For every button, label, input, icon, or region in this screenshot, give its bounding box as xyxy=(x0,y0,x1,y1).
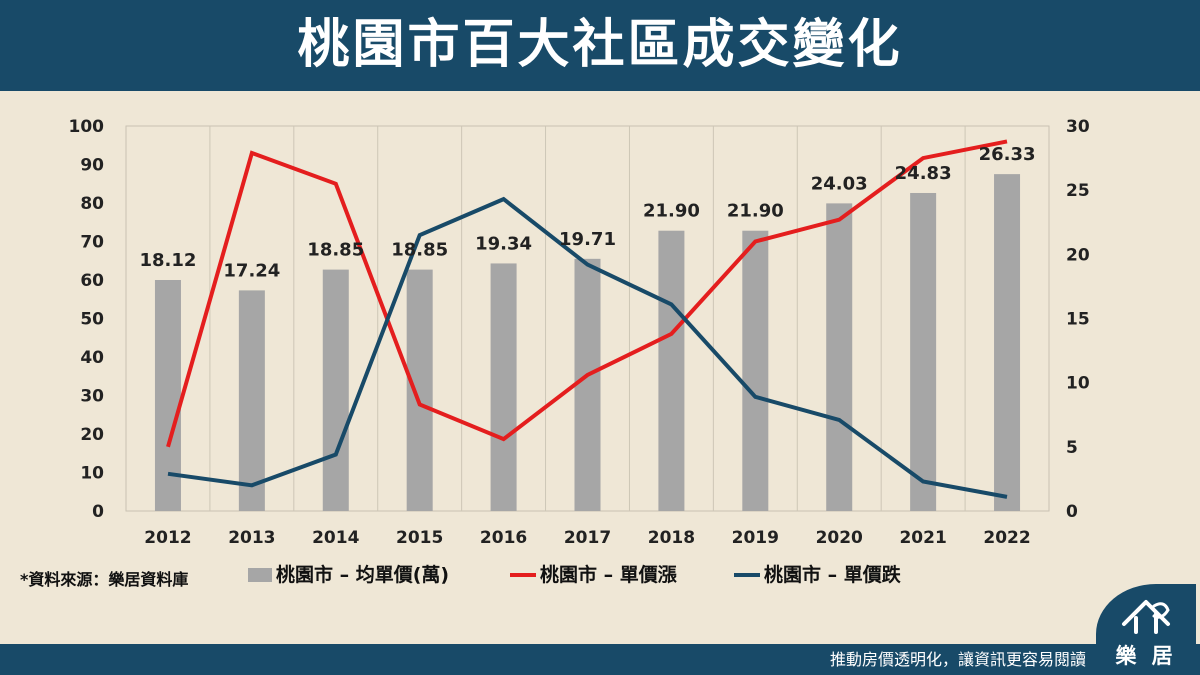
bar xyxy=(826,203,853,511)
y-right-tick-label: 20 xyxy=(1066,245,1090,265)
x-tick-label: 2017 xyxy=(564,528,611,548)
bar-data-label: 26.33 xyxy=(979,144,1036,165)
bar xyxy=(994,174,1021,511)
bar-data-label: 21.90 xyxy=(643,201,700,222)
x-tick-label: 2013 xyxy=(228,528,275,548)
bar xyxy=(658,230,685,511)
page-title: 桃園市百大社區成交變化 xyxy=(297,15,903,75)
y-left-tick-label: 100 xyxy=(69,117,105,137)
header-banner: 桃園市百大社區成交變化 xyxy=(0,0,1200,91)
data-source-note: *資料來源：樂居資料庫 xyxy=(20,570,189,589)
y-left-tick-label: 20 xyxy=(80,425,104,445)
bar-data-label: 17.24 xyxy=(223,260,280,281)
bar xyxy=(238,290,265,511)
legend-label-rise: 桃園市 – 單價漲 xyxy=(540,564,677,586)
bar xyxy=(910,192,937,512)
y-left-tick-label: 70 xyxy=(80,233,104,253)
bar-data-label: 24.03 xyxy=(811,173,868,194)
bar-data-label: 18.85 xyxy=(307,240,364,261)
bar-data-label: 19.71 xyxy=(559,229,616,250)
y-right-tick-label: 25 xyxy=(1066,181,1090,201)
y-left-tick-label: 40 xyxy=(80,348,104,368)
bar-data-label: 18.85 xyxy=(391,240,448,261)
bar xyxy=(406,269,433,511)
x-tick-label: 2015 xyxy=(396,528,443,548)
line-series-rise xyxy=(166,139,1008,448)
bar xyxy=(742,230,769,511)
y-left-tick-label: 0 xyxy=(92,502,104,522)
bar-data-label: 24.83 xyxy=(895,163,952,184)
x-tick-label: 2021 xyxy=(899,528,946,548)
x-tick-label: 2014 xyxy=(312,528,359,548)
house-pen-logo-icon xyxy=(1122,600,1170,634)
y-left-tick-label: 60 xyxy=(80,271,104,291)
bar xyxy=(490,263,517,511)
x-tick-label: 2016 xyxy=(480,528,527,548)
y-left-tick-label: 50 xyxy=(80,310,104,330)
legend-swatch-fall xyxy=(734,573,760,577)
legend-label-fall: 桃園市 – 單價跌 xyxy=(764,564,901,586)
bar-data-label: 21.90 xyxy=(727,201,784,222)
legend-swatch-bar xyxy=(248,568,272,582)
bar-data-label: 18.12 xyxy=(139,250,196,271)
bar xyxy=(574,258,601,511)
x-tick-label: 2020 xyxy=(816,528,863,548)
bar-data-label: 19.34 xyxy=(475,233,532,254)
bar xyxy=(154,280,181,511)
legend-swatch-rise xyxy=(510,573,536,577)
y-right-tick-label: 30 xyxy=(1066,117,1090,137)
y-right-tick-label: 10 xyxy=(1066,374,1090,394)
legend-label-bar: 桃園市 – 均單價(萬) xyxy=(276,564,450,586)
bar xyxy=(322,269,349,511)
x-tick-label: 2012 xyxy=(144,528,191,548)
legend-rise-series: 桃園市 – 單價漲 xyxy=(510,563,710,587)
brand-name: 樂 居 xyxy=(1115,644,1177,668)
y-left-tick-label: 90 xyxy=(80,156,104,176)
legend-fall-series: 桃園市 – 單價跌 xyxy=(734,563,934,587)
x-tick-label: 2022 xyxy=(983,528,1030,548)
legend-bar-series: 桃園市 – 均單價(萬) xyxy=(248,563,478,587)
y-right-tick-label: 15 xyxy=(1066,310,1090,330)
footer-slogan: 推動房價透明化，讓資訊更容易閱讀 xyxy=(829,650,1086,669)
y-right-tick-label: 5 xyxy=(1066,438,1078,458)
y-left-tick-label: 30 xyxy=(80,387,104,407)
x-tick-label: 2018 xyxy=(648,528,695,548)
y-left-tick-label: 80 xyxy=(80,194,104,214)
y-right-tick-label: 0 xyxy=(1066,502,1078,522)
x-tick-label: 2019 xyxy=(732,528,779,548)
brand-logo: 樂 居 xyxy=(1096,584,1196,675)
footer-bar: 推動房價透明化，讓資訊更容易閱讀 xyxy=(0,644,1200,675)
line-series-fall xyxy=(167,196,1008,499)
y-left-tick-label: 10 xyxy=(80,464,104,484)
